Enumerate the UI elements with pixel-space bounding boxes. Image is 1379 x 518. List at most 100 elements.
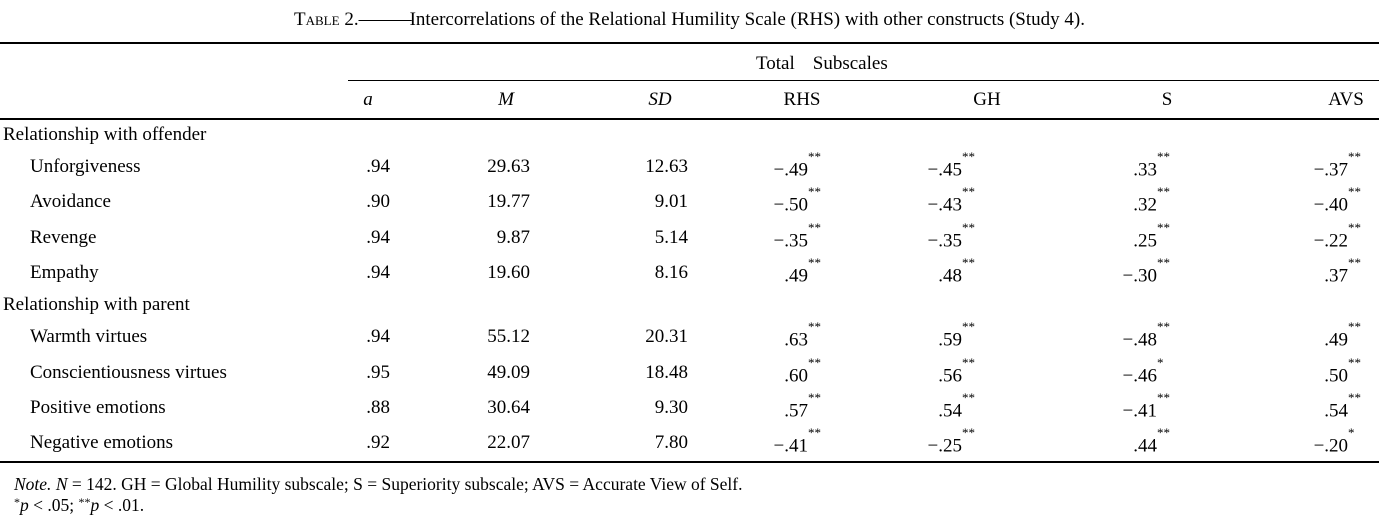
note-label: Note. [14, 473, 52, 494]
cell-mean: 49.09 [487, 361, 530, 383]
note-line: Note. N = 142. GH = Global Humility subs… [14, 474, 1379, 495]
column-header-rhs: RHS [700, 80, 872, 120]
cell-gh: −.25** [872, 425, 1040, 463]
spanner-rule-cell [348, 42, 700, 81]
spanner-row: Total Subscales [0, 42, 1379, 81]
cell-alpha: .95 [366, 361, 390, 383]
column-header-mean: M [428, 80, 570, 120]
row-label: Revenge [30, 226, 97, 248]
cell-sd: 5.14 [654, 226, 688, 248]
cell-sd: 18.48 [645, 361, 688, 383]
table-row: Revenge .94 9.87 5.14 −.35** −.35** .25*… [0, 220, 1379, 255]
table-row: Conscientiousness virtues .95 49.09 18.4… [0, 355, 1379, 390]
table-number-label: Table 2. [294, 9, 359, 30]
table-title: Table 2.———Intercorrelations of the Rela… [0, 0, 1379, 42]
cell-rhs: −.41** [700, 425, 872, 463]
section-label: Relationship with parent [3, 294, 190, 316]
cell-mean: 22.07 [428, 425, 570, 463]
table-caption: Intercorrelations of the Relational Humi… [409, 9, 1085, 30]
cell-sd: 7.80 [570, 425, 700, 463]
cell-gh: −.45** [927, 149, 975, 181]
cell-rhs: .49** [784, 254, 821, 287]
cell-alpha: .90 [366, 191, 390, 213]
cell-s: −.48** [1122, 319, 1170, 351]
cell-gh: .56** [938, 354, 975, 386]
cell-s: .33** [1133, 149, 1170, 181]
cell-avs: −.22** [1313, 219, 1362, 251]
cell-alpha: .94 [366, 156, 390, 178]
cell-s: −.46* [1122, 354, 1164, 386]
row-label: Positive emotions [30, 397, 166, 419]
cell-sd: 20.31 [645, 326, 688, 348]
section-label: Relationship with offender [3, 124, 207, 145]
cell-sd: 9.01 [654, 191, 688, 213]
cell-avs: .54** [1324, 389, 1362, 422]
cell-s: .25** [1133, 219, 1170, 251]
cell-alpha: .94 [366, 226, 390, 248]
table-row: Empathy .94 19.60 8.16 .49** .48** −.30*… [0, 255, 1379, 290]
cell-avs: −.37** [1313, 149, 1362, 181]
cell-s: −.30** [1122, 254, 1170, 287]
cell-avs: −.40** [1313, 184, 1362, 216]
column-header-alpha: a [348, 80, 428, 120]
n-variable: N [55, 473, 68, 494]
cell-rhs: −.49** [773, 149, 821, 181]
sig-star-double: ** [78, 494, 91, 509]
column-header-avs: AVS [1205, 80, 1379, 120]
cell-avs: −.20* [1205, 425, 1379, 463]
table-row: Negative emotions .92 22.07 7.80 −.41** … [0, 425, 1379, 463]
row-label: Warmth virtues [30, 326, 148, 348]
p-symbol: p [20, 494, 29, 515]
cell-rhs: −.35** [773, 219, 821, 251]
cell-mean: 55.12 [487, 326, 530, 348]
cell-alpha: .88 [366, 397, 390, 419]
cell-avs: .50** [1324, 354, 1362, 386]
column-header-s: S [1040, 80, 1205, 120]
table-row: Positive emotions .88 30.64 9.30 .57** .… [0, 390, 1379, 425]
cell-sd: 12.63 [645, 156, 688, 178]
row-label: Avoidance [30, 191, 111, 213]
row-label: Conscientiousness virtues [30, 361, 227, 383]
cell-s: .32** [1133, 184, 1170, 216]
cell-mean: 30.64 [487, 397, 530, 419]
table-row-section: Relationship with offender [0, 119, 1379, 149]
cell-gh: .59** [938, 319, 975, 351]
row-label: Empathy [30, 262, 99, 284]
cell-gh: .54** [938, 389, 975, 422]
cell-mean: 19.60 [487, 262, 530, 284]
table-row: Unforgiveness .94 29.63 12.63 −.49** −.4… [0, 149, 1379, 184]
column-header-row: a M SD RHS GH S AVS [0, 80, 1379, 120]
spanner-subscales: Subscales [812, 52, 888, 74]
spanner-total: Total [756, 52, 795, 74]
title-dash: ——— [358, 9, 412, 30]
column-header-gh: GH [872, 80, 1040, 120]
sig-star-single: * [14, 494, 20, 509]
sig-threshold-05: < .05; [28, 494, 79, 515]
cell-s: .44** [1040, 425, 1205, 463]
note-text: = 142. GH = Global Humility subscale; S … [67, 473, 743, 494]
column-header-sd: SD [570, 80, 700, 120]
table-row: Avoidance .90 19.77 9.01 −.50** −.43** .… [0, 184, 1379, 219]
cell-rhs: .57** [784, 389, 821, 422]
cell-mean: 29.63 [487, 156, 530, 178]
row-label: Unforgiveness [30, 156, 141, 178]
p-symbol: p [90, 494, 100, 515]
cell-sd: 9.30 [654, 397, 688, 419]
spanner-label-cell: Total Subscales [700, 42, 1379, 81]
cell-avs: .49** [1324, 319, 1362, 351]
row-label: Negative emotions [0, 425, 348, 463]
column-header-stub [0, 80, 348, 120]
cell-rhs: .63** [784, 319, 821, 351]
cell-s: −.41** [1122, 389, 1170, 422]
spanner-stub-cell [0, 42, 348, 80]
cell-gh: .48** [938, 254, 975, 287]
correlation-table: Total Subscales a M SD RHS GH S AVS Relat… [0, 42, 1379, 463]
cell-rhs: −.50** [773, 184, 821, 216]
significance-line: *p < .05; **p < .01. [14, 495, 1379, 518]
cell-gh: −.43** [927, 184, 975, 216]
cell-avs: .37** [1324, 254, 1362, 287]
cell-rhs: .60** [784, 354, 821, 386]
cell-mean: 9.87 [496, 226, 530, 248]
cell-gh: −.35** [927, 219, 975, 251]
